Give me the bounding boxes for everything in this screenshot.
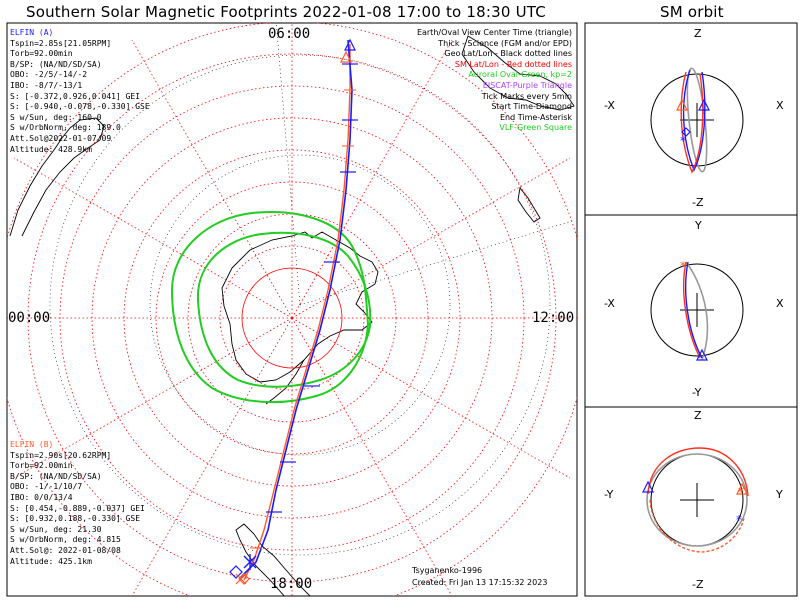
orbit2-top-label: Y (695, 219, 702, 232)
main-plot-frame (6, 22, 578, 597)
elfin-b-line-5: S: [0.454,-0.889,-0.037] GEI (10, 503, 145, 513)
hour-label-top: 06:00 (268, 26, 311, 42)
hour-label-left: 00:00 (8, 310, 51, 326)
geo-grid (49, 23, 576, 556)
elfin-b-name: ELFIN (B) (10, 440, 54, 449)
south-america-outline (235, 523, 311, 596)
orbit-panel-xz: * (650, 67, 744, 174)
auroral-oval-equatorward (170, 211, 370, 404)
orbit1-left-label: -X (604, 99, 615, 112)
orbit-panel-frame-2 (584, 214, 798, 408)
figure-title: Southern Solar Magnetic Footprints 2022-… (26, 3, 546, 21)
legend-entry-1: Thick - Science (FGM and/or EPD) (438, 38, 572, 48)
sm-grid (7, 23, 577, 596)
orbit-panel-yz: * * (642, 447, 749, 553)
legend-entry-2: Geo Lat/Lon - Black dotted lines (444, 49, 572, 59)
orbit-panel-frame-3 (584, 406, 798, 597)
elfin-a-line-1: Torb=92.00min (10, 49, 73, 59)
elfin-a-line-3: OBO: -2/5/-14/-2 (10, 70, 88, 80)
orbit-xy-elfin-b (682, 261, 701, 359)
sm-orbit-title: SM orbit (660, 3, 724, 21)
elfin-b-line-6: S: [0.932,0.188,-0.330] GSE (10, 514, 141, 524)
legend-entry-8: End Time-Asterisk (499, 112, 572, 122)
model-credit: Tsyganenko-1996 (412, 566, 483, 575)
orbit-yz-gray-track (646, 453, 748, 547)
elfin-b-line-4: IBO: 0/0/13/4 (10, 492, 73, 502)
orbit-yz-elfin-b (647, 447, 749, 497)
elfin-b-line-7: S w/Sun, deg: 21.30 (10, 524, 102, 534)
elfin-a-name: ELFIN (A) (10, 28, 54, 37)
orbit-yz-elfin-a (649, 499, 745, 553)
elfin-b-info: ELFIN (B) Tspin=2.90s[20.62RPM] Torb=92.… (10, 440, 145, 567)
legend-entry-0: Earth/Oval View Center Time (triangle) (416, 28, 572, 37)
orbit2-right-label: X (776, 297, 784, 310)
orbit3-top-label: Z (694, 409, 702, 422)
orbit-xy-gray-track (685, 261, 709, 361)
antarctic-peninsula (265, 359, 305, 405)
svg-text:*: * (680, 134, 686, 148)
elfin-b-line-8: S w/OrbNorm, deg: 4.815 (10, 535, 121, 545)
legend-entry-7: Start Time-Diamond (491, 102, 572, 112)
elfin-b-line-0: Tspin=2.90s[20.62RPM] (10, 450, 112, 460)
created-timestamp: Created: Fri Jan 13 17:15:32 2023 (412, 578, 548, 587)
elfin-a-line-9: Att.Sol@2022-01-07/09 (10, 133, 112, 143)
auroral-oval-poleward (196, 231, 372, 388)
elfin-b-start-diamond (238, 573, 250, 585)
elfin-a-line-10: Altitude: 428.9km (10, 144, 92, 154)
orbit3-left-label: -Y (604, 488, 614, 501)
elfin-a-info: ELFIN (A) Tspin=2.85s[21.05RPM] Torb=92.… (10, 28, 150, 155)
elfin-a-line-7: S w/Sun, deg: 160.0 (10, 112, 102, 122)
elfin-a-end-asterisk (243, 554, 257, 570)
elfin-a-line-2: B/SP: (NA/ND/SD/SA) (10, 59, 102, 69)
legend-entry-5: EISCAT-Purple Triangle (482, 80, 572, 90)
svg-text:*: * (736, 513, 742, 527)
orbit1-right-label: X (776, 99, 784, 112)
orbit2-left-label: -X (604, 297, 615, 310)
track-tick-marks-b (250, 89, 356, 549)
elfin-a-line-4: IBO: -8/7/-13/1 (10, 80, 83, 90)
africa-outline (9, 117, 105, 237)
elfin-b-line-2: B/SP: (NA/ND/SD/SA) (10, 471, 102, 481)
elfin-b-line-10: Altitude: 425.1km (10, 556, 92, 566)
sm-pole-circle (241, 267, 343, 369)
legend-entry-9: VLF-Green Square (499, 123, 572, 133)
elfin-a-line-6: S: [-0.940,-0.078,-0.330] GSE (10, 102, 150, 112)
track-tick-marks (266, 63, 358, 513)
hour-label-bottom: 18:00 (270, 576, 313, 592)
orbit3-right-label: Y (776, 488, 783, 501)
orbit-panel-xy: * (650, 259, 744, 361)
orbit2-bottom-label: -Y (692, 386, 702, 399)
new-zealand-outline (517, 186, 541, 223)
hour-label-right: 12:00 (532, 310, 575, 326)
elfin-b-view-center-triangle (340, 50, 352, 63)
legend: Earth/Oval View Center Time (triangle) T… (417, 28, 572, 134)
elfin-a-line-8: S w/OrbNorm, deg: 189.0 (10, 123, 121, 133)
legend-entry-3: SM Lat/Lon - Red dotted lines (454, 59, 572, 69)
svg-text:*: * (738, 485, 744, 499)
orbit-xy-elfin-a (684, 261, 703, 359)
orbit3-bottom-label: -Z (692, 578, 704, 591)
orbit1-top-label: Z (694, 27, 702, 40)
orbit-panel-frame-1 (584, 22, 798, 216)
legend-entry-6: Tick Marks every 5min (481, 91, 572, 101)
legend-entry-4: Auroral Oval-Green, kp=2 (468, 70, 572, 80)
elfin-b-line-1: Torb=92.00min (10, 461, 73, 471)
elfin-a-footprint-track (239, 39, 353, 579)
elfin-a-view-center-triangle (344, 38, 356, 51)
elfin-b-end-asterisk (235, 573, 247, 585)
elfin-b-line-9: Att.Sol@: 2022-01-08/08 (10, 545, 121, 555)
auroral-oval (170, 211, 372, 404)
orbit-xz-elfin-a (682, 69, 706, 172)
elfin-b-footprint-track (243, 44, 351, 581)
elfin-a-line-0: Tspin=2.85s[21.05RPM] (10, 38, 112, 48)
elfin-a-line-5: S: [-0.372,0.926,0.041] GEI (10, 91, 141, 101)
svg-text:*: * (680, 259, 686, 273)
elfin-b-line-3: OBO: -1/-1/10/7 (10, 482, 83, 492)
orbit1-bottom-label: -Z (692, 196, 704, 209)
elfin-a-start-diamond (229, 565, 243, 579)
australia-outline (461, 35, 575, 111)
